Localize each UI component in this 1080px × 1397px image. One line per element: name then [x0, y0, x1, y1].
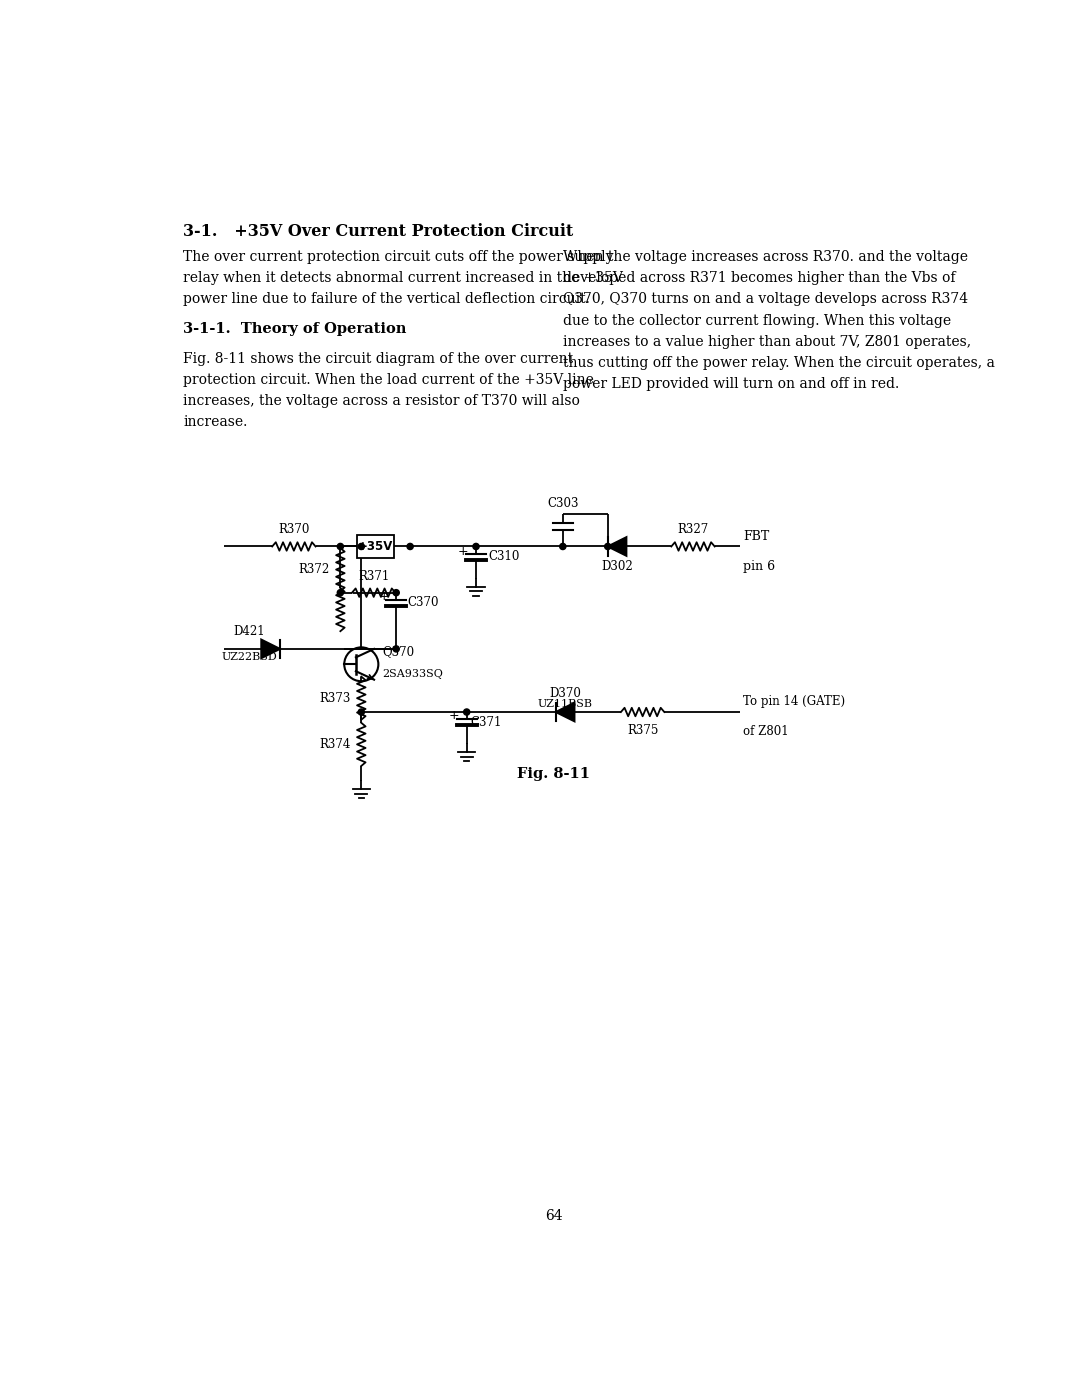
Text: protection circuit. When the load current of the +35V line: protection circuit. When the load curren…	[183, 373, 594, 387]
Text: When the voltage increases across R370. and the voltage: When the voltage increases across R370. …	[563, 250, 968, 264]
Text: increases to a value higher than about 7V, Z801 operates,: increases to a value higher than about 7…	[563, 335, 971, 349]
Text: R374: R374	[319, 738, 350, 750]
Text: Q370: Q370	[382, 645, 415, 658]
Text: 2SA933SQ: 2SA933SQ	[382, 669, 443, 679]
Text: increase.: increase.	[183, 415, 247, 429]
Text: developed across R371 becomes higher than the Vbs of: developed across R371 becomes higher tha…	[563, 271, 956, 285]
Circle shape	[393, 590, 400, 595]
Text: R371: R371	[359, 570, 389, 584]
Text: relay when it detects abnormal current increased in the +35V: relay when it detects abnormal current i…	[183, 271, 623, 285]
Text: R327: R327	[677, 524, 708, 536]
Text: +35V: +35V	[357, 541, 393, 553]
Text: D302: D302	[602, 560, 633, 573]
Text: C370: C370	[408, 597, 440, 609]
Text: power LED provided will turn on and off in red.: power LED provided will turn on and off …	[563, 377, 899, 391]
Text: +: +	[448, 710, 459, 722]
Text: thus cutting off the power relay. When the circuit operates, a: thus cutting off the power relay. When t…	[563, 356, 995, 370]
Text: R375: R375	[626, 724, 659, 736]
Text: D421: D421	[233, 624, 265, 638]
Circle shape	[337, 590, 343, 595]
Text: R370: R370	[279, 524, 310, 536]
Text: UZ22BSD: UZ22BSD	[221, 652, 276, 662]
FancyBboxPatch shape	[356, 535, 394, 557]
Text: FBT: FBT	[743, 529, 770, 542]
Text: C310: C310	[488, 550, 519, 563]
Text: To pin 14 (GATE): To pin 14 (GATE)	[743, 696, 846, 708]
Text: 3-1-1.  Theory of Operation: 3-1-1. Theory of Operation	[183, 323, 406, 337]
Text: power line due to failure of the vertical deflection circuit.: power line due to failure of the vertica…	[183, 292, 590, 306]
Circle shape	[393, 645, 400, 652]
Circle shape	[605, 543, 611, 549]
Text: pin 6: pin 6	[743, 560, 775, 573]
Circle shape	[559, 543, 566, 549]
Text: increases, the voltage across a resistor of T370 will also: increases, the voltage across a resistor…	[183, 394, 580, 408]
Circle shape	[407, 543, 414, 549]
Circle shape	[463, 708, 470, 715]
Text: R373: R373	[319, 692, 350, 704]
Text: UZ11BSB: UZ11BSB	[538, 698, 593, 708]
Circle shape	[359, 543, 364, 549]
Text: 3-1.   +35V Over Current Protection Circuit: 3-1. +35V Over Current Protection Circui…	[183, 224, 573, 240]
Polygon shape	[608, 538, 626, 556]
Circle shape	[473, 543, 480, 549]
Circle shape	[359, 708, 364, 715]
Text: Q370, Q370 turns on and a voltage develops across R374: Q370, Q370 turns on and a voltage develo…	[563, 292, 968, 306]
Polygon shape	[556, 703, 575, 721]
Text: of Z801: of Z801	[743, 725, 789, 738]
Text: Fig. 8-11 shows the circuit diagram of the over current: Fig. 8-11 shows the circuit diagram of t…	[183, 352, 573, 366]
Text: R372: R372	[298, 563, 329, 576]
Text: +: +	[378, 590, 389, 604]
Text: The over current protection circuit cuts off the power supply: The over current protection circuit cuts…	[183, 250, 613, 264]
Text: 64: 64	[544, 1210, 563, 1224]
Text: due to the collector current flowing. When this voltage: due to the collector current flowing. Wh…	[563, 313, 950, 327]
Text: C303: C303	[548, 497, 579, 510]
Text: D370: D370	[550, 687, 581, 700]
Circle shape	[337, 543, 343, 549]
Text: Fig. 8-11: Fig. 8-11	[517, 767, 590, 781]
Text: +: +	[458, 545, 468, 559]
Polygon shape	[261, 640, 280, 658]
Text: C371: C371	[471, 715, 502, 729]
